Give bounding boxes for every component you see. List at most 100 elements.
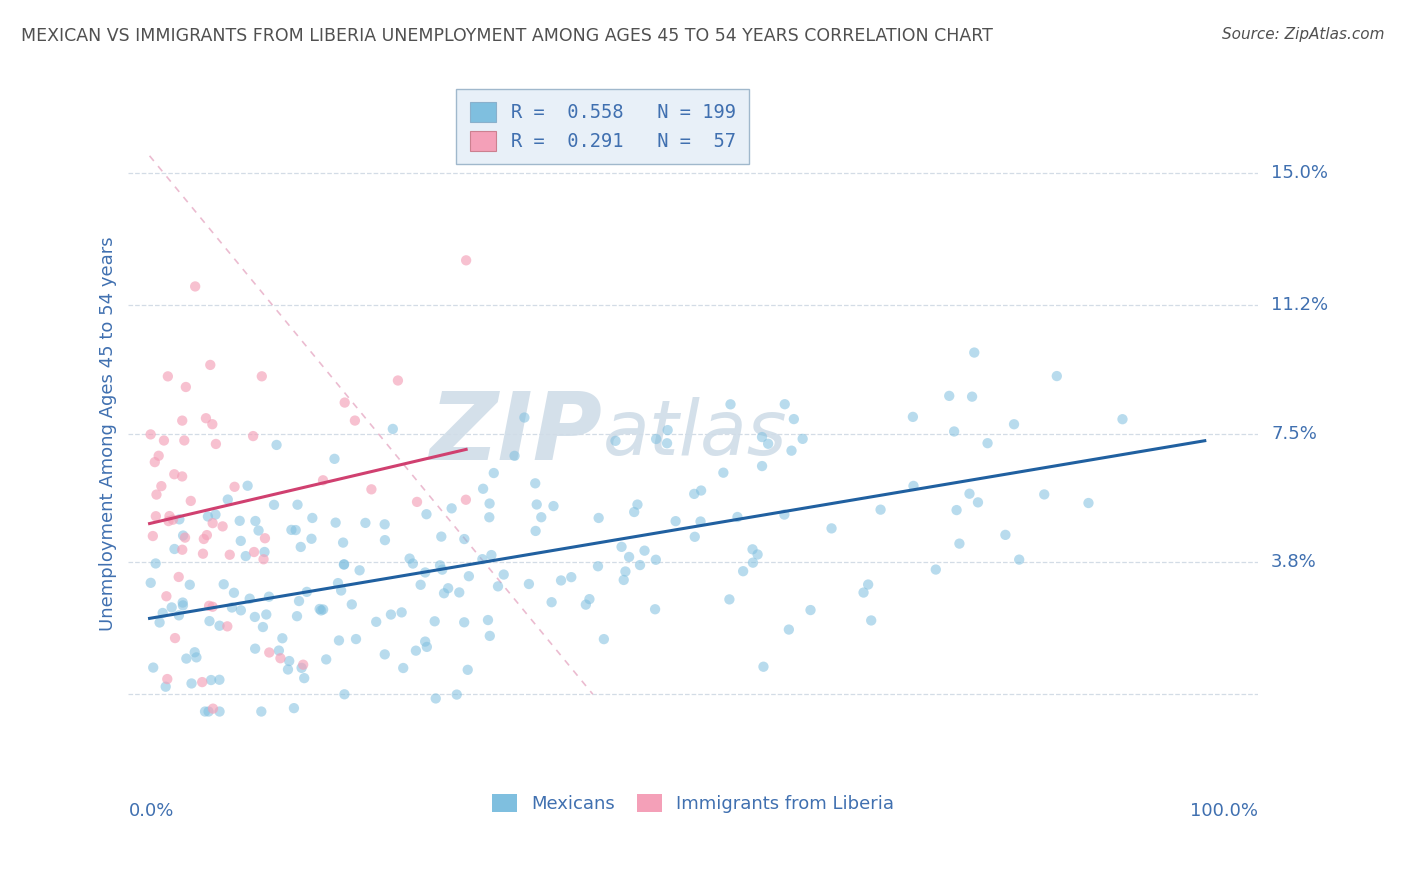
Text: Source: ZipAtlas.com: Source: ZipAtlas.com (1222, 27, 1385, 42)
Point (655, 436, 678, 450)
Point (183, 645, 205, 659)
Point (312, 473, 335, 487)
Point (481, 548, 503, 562)
Point (235, 549, 257, 563)
Point (291, 661, 314, 675)
Point (453, 615, 475, 630)
Point (645, 432, 668, 446)
Point (644, 553, 666, 567)
Point (586, 559, 609, 574)
Point (172, 542, 194, 557)
Point (266, 438, 288, 452)
Point (733, 564, 755, 578)
Point (301, 511, 323, 525)
Point (478, 510, 501, 524)
Point (167, 570, 190, 584)
Point (610, 540, 633, 554)
Point (477, 613, 499, 627)
Point (943, 425, 966, 439)
Point (1077, 496, 1099, 510)
Point (169, 512, 191, 526)
Point (163, 467, 186, 482)
Point (179, 578, 201, 592)
Point (860, 614, 883, 628)
Point (236, 479, 259, 493)
Text: 7.5%: 7.5% (1271, 425, 1317, 442)
Point (617, 549, 640, 564)
Point (409, 578, 432, 592)
Point (925, 563, 948, 577)
Point (326, 576, 349, 591)
Point (145, 509, 167, 524)
Point (139, 575, 162, 590)
Point (156, 369, 179, 384)
Point (242, 429, 264, 443)
Point (201, 516, 224, 530)
Point (254, 607, 277, 622)
Point (243, 641, 266, 656)
Point (530, 510, 553, 524)
Point (172, 414, 194, 428)
Point (486, 579, 509, 593)
Point (208, 673, 231, 687)
Point (449, 585, 471, 599)
Point (976, 436, 998, 450)
Point (180, 676, 202, 690)
Point (155, 680, 177, 694)
Point (172, 469, 194, 483)
Point (333, 558, 356, 572)
Point (690, 483, 713, 498)
Point (994, 528, 1017, 542)
Point (229, 603, 252, 617)
Point (423, 615, 446, 629)
Point (269, 651, 291, 665)
Point (253, 531, 276, 545)
Point (153, 434, 176, 448)
Point (194, 411, 217, 425)
Point (471, 552, 494, 566)
Point (727, 510, 749, 524)
Point (229, 533, 252, 548)
Point (778, 623, 800, 637)
Point (163, 631, 186, 645)
Point (478, 629, 501, 643)
Point (948, 536, 970, 550)
Point (150, 479, 173, 493)
Point (472, 482, 495, 496)
Point (852, 585, 875, 599)
Point (290, 540, 312, 554)
Point (333, 395, 356, 409)
Point (184, 279, 207, 293)
Point (413, 566, 436, 580)
Point (288, 594, 311, 608)
Y-axis label: Unemployment Among Ages 45 to 54 years: Unemployment Among Ages 45 to 54 years (100, 236, 117, 631)
Point (330, 583, 353, 598)
Point (208, 705, 231, 719)
Point (689, 515, 711, 529)
Point (312, 602, 335, 616)
Point (575, 598, 598, 612)
Point (243, 610, 266, 624)
Point (453, 532, 475, 546)
Point (437, 581, 460, 595)
Text: atlas: atlas (603, 397, 787, 471)
Point (613, 573, 636, 587)
Point (285, 609, 308, 624)
Point (799, 603, 821, 617)
Point (162, 513, 184, 527)
Point (211, 519, 233, 533)
Point (381, 422, 404, 436)
Text: MEXICAN VS IMMIGRANTS FROM LIBERIA UNEMPLOYMENT AMONG AGES 45 TO 54 YEARS CORREL: MEXICAN VS IMMIGRANTS FROM LIBERIA UNEMP… (21, 27, 993, 45)
Point (343, 413, 366, 427)
Point (711, 466, 734, 480)
Point (191, 675, 214, 690)
Point (503, 449, 526, 463)
Point (457, 663, 479, 677)
Point (222, 586, 245, 600)
Point (633, 543, 655, 558)
Point (204, 508, 226, 522)
Point (425, 691, 447, 706)
Point (354, 516, 377, 530)
Point (333, 558, 356, 572)
Point (284, 523, 307, 537)
